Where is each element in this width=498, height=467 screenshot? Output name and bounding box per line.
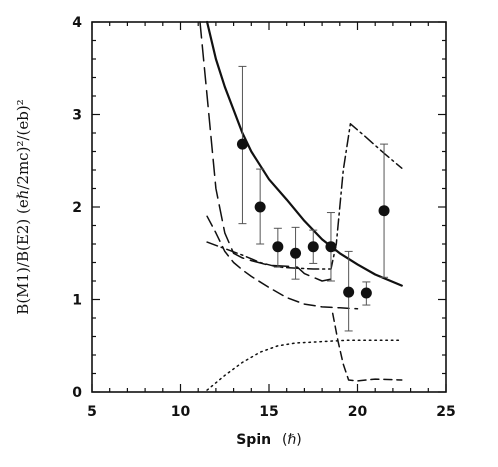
x-tick-label: 15 <box>259 404 278 420</box>
x-tick-label: 5 <box>87 404 97 420</box>
series-line-short-dash <box>331 312 403 382</box>
y-tick-label: 0 <box>72 385 82 401</box>
plot-frame <box>91 21 447 393</box>
y-tick-label: 3 <box>72 108 82 124</box>
series-line-dotted <box>206 339 403 391</box>
data-point <box>325 241 337 253</box>
y-tick-label: 2 <box>72 200 82 216</box>
series-line-solid <box>206 20 403 287</box>
series-line-long-dash <box>199 21 332 282</box>
series-line-dash-dot <box>206 123 403 270</box>
data-point <box>360 287 372 299</box>
axis-ticks <box>91 21 447 393</box>
data-point <box>378 205 390 217</box>
x-axis-label-unit: (ℏ) <box>282 432 302 448</box>
tick-labels: 5 10 15 20 25 0 1 2 3 4 <box>72 15 455 420</box>
experimental-points <box>236 65 390 332</box>
data-point <box>236 138 248 150</box>
y-tick-label: 4 <box>72 15 82 31</box>
x-tick-label: 20 <box>348 404 368 420</box>
data-point <box>343 286 355 298</box>
y-axis-label: B(M1)/B(E2) (eℏ/2mc)²/(eb)² <box>14 99 32 314</box>
x-axis-label: Spin (ℏ) <box>236 432 302 448</box>
x-axis-label-text: Spin <box>236 432 271 448</box>
y-tick-label: 1 <box>72 293 82 309</box>
data-point <box>290 247 302 259</box>
data-point <box>307 241 319 253</box>
data-point <box>254 201 266 213</box>
data-point <box>272 241 284 253</box>
x-tick-label: 25 <box>436 404 455 420</box>
series-line-medium-dash <box>206 215 359 310</box>
x-tick-label: 10 <box>171 404 191 420</box>
series-group <box>199 20 403 391</box>
